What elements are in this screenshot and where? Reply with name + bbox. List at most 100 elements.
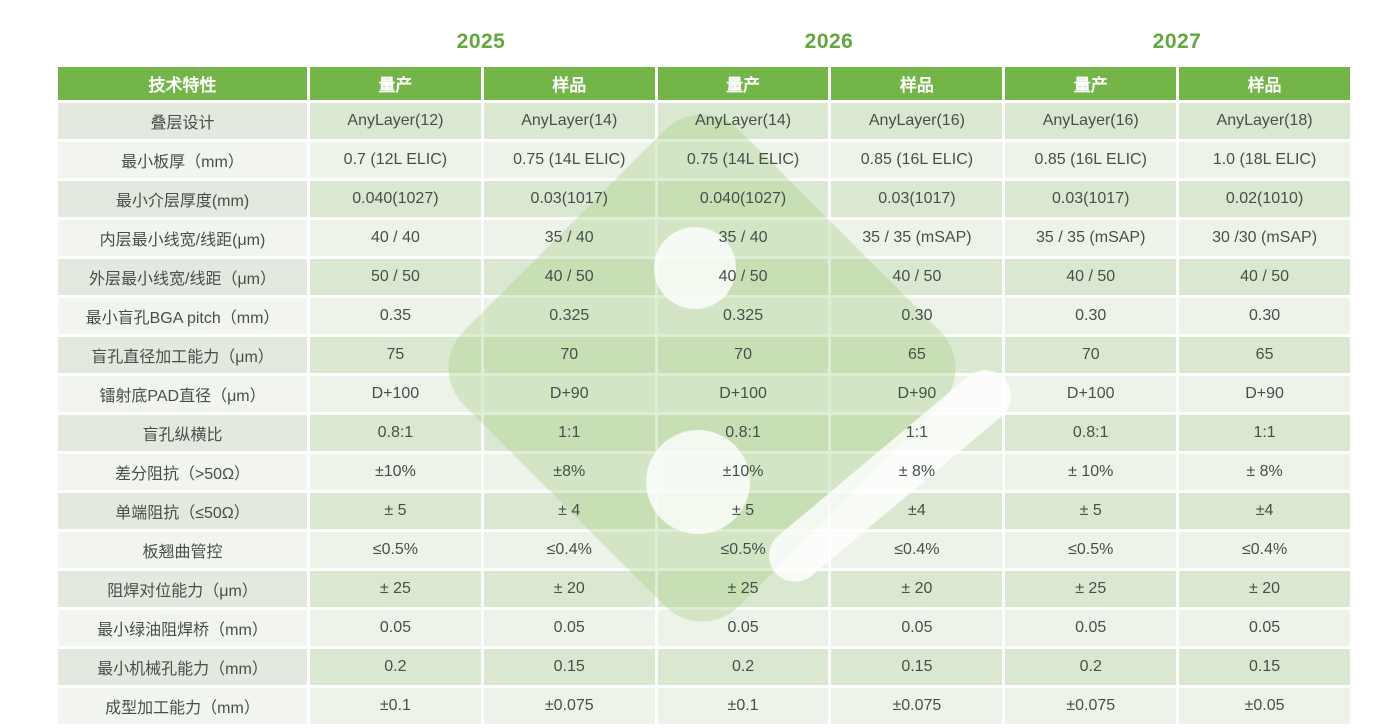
value-cell: 1:1 [831, 415, 1003, 451]
value-cell: ± 20 [831, 571, 1003, 607]
table-row: 单端阻抗（≤50Ω） ± 5 ± 4 ± 5 ±4 ± 5 ±4 [58, 493, 1350, 529]
table-row: 最小机械孔能力（mm） 0.2 0.15 0.2 0.15 0.2 0.15 [58, 649, 1350, 685]
row-label: 阻焊对位能力（μm） [58, 571, 307, 607]
value-cell: AnyLayer(14) [657, 103, 829, 139]
value-cell: 0.15 [831, 649, 1003, 685]
value-cell: ≤0.4% [483, 532, 655, 568]
value-cell: ± 5 [657, 493, 829, 529]
value-cell: 0.05 [657, 610, 829, 646]
value-cell: 0.040(1027) [657, 181, 829, 217]
value-cell: ±10% [657, 454, 829, 490]
table-header-row: 技术特性 量产 样品 量产 样品 量产 样品 [58, 67, 1350, 100]
value-cell: 0.15 [483, 649, 655, 685]
value-cell: ±0.1 [657, 688, 829, 724]
value-cell: ≤0.4% [831, 532, 1003, 568]
year-label-2025: 2025 [456, 30, 506, 53]
row-label: 最小机械孔能力（mm） [58, 649, 307, 685]
value-cell: ± 8% [831, 454, 1003, 490]
value-cell: 0.03(1017) [831, 181, 1003, 217]
value-cell: 40 / 50 [483, 259, 655, 295]
table-row: 最小介层厚度(mm) 0.040(1027) 0.03(1017) 0.040(102… [58, 181, 1350, 217]
value-cell: 75 [310, 337, 481, 373]
header-2026-mass-production: 量产 [657, 67, 829, 100]
value-cell: 50 / 50 [310, 259, 481, 295]
value-cell: 40 / 50 [831, 259, 1003, 295]
row-label: 盲孔直径加工能力（μm） [58, 337, 307, 373]
table-row: 叠层设计 AnyLayer(12) AnyLayer(14) AnyLayer(14)… [58, 103, 1350, 139]
value-cell: 65 [1179, 337, 1350, 373]
value-cell: ± 5 [310, 493, 481, 529]
value-cell: 0.30 [1179, 298, 1350, 334]
value-cell: 70 [1005, 337, 1177, 373]
header-2025-sample: 样品 [483, 67, 655, 100]
row-label: 最小板厚（mm） [58, 142, 307, 178]
value-cell: 1:1 [1179, 415, 1350, 451]
value-cell: ±4 [831, 493, 1003, 529]
value-cell: 65 [831, 337, 1003, 373]
row-label: 差分阻抗（>50Ω） [58, 454, 307, 490]
value-cell: D+100 [310, 376, 481, 412]
value-cell: ≤0.4% [1179, 532, 1350, 568]
value-cell: 0.85 (16L ELIC) [1005, 142, 1177, 178]
value-cell: 0.8:1 [657, 415, 829, 451]
year-label-2027: 2027 [1152, 30, 1202, 53]
value-cell: D+100 [657, 376, 829, 412]
value-cell: 0.05 [1005, 610, 1177, 646]
table-row: 镭射底PAD直径（μm） D+100 D+90 D+100 D+90 D+100 D+90 [58, 376, 1350, 412]
header-2027-sample: 样品 [1179, 67, 1350, 100]
spec-table-body: 叠层设计 AnyLayer(12) AnyLayer(14) AnyLayer(14)… [58, 103, 1350, 724]
value-cell: ± 25 [310, 571, 481, 607]
value-cell: 0.325 [483, 298, 655, 334]
value-cell: 35 / 35 (mSAP) [1005, 220, 1177, 256]
row-label: 叠层设计 [58, 103, 307, 139]
header-2027-mass-production: 量产 [1005, 67, 1177, 100]
value-cell: 0.7 (12L ELIC) [310, 142, 481, 178]
technology-spec-table: 技术特性 量产 样品 量产 样品 量产 样品 叠层设计 AnyLayer(12) A… [55, 64, 1353, 727]
value-cell: ± 25 [657, 571, 829, 607]
value-cell: 0.35 [310, 298, 481, 334]
row-label: 镭射底PAD直径（μm） [58, 376, 307, 412]
value-cell: ±0.1 [310, 688, 481, 724]
value-cell: ±10% [310, 454, 481, 490]
value-cell: D+90 [831, 376, 1003, 412]
value-cell: 0.15 [1179, 649, 1350, 685]
table-row: 最小绿油阻焊桥（mm） 0.05 0.05 0.05 0.05 0.05 0.05 [58, 610, 1350, 646]
value-cell: 0.05 [831, 610, 1003, 646]
value-cell: 1.0 (18L ELIC) [1179, 142, 1350, 178]
table-row: 盲孔纵横比 0.8:1 1:1 0.8:1 1:1 0.8:1 1:1 [58, 415, 1350, 451]
value-cell: 30 /30 (mSAP) [1179, 220, 1350, 256]
value-cell: 0.040(1027) [310, 181, 481, 217]
header-2026-sample: 样品 [831, 67, 1003, 100]
value-cell: 0.8:1 [1005, 415, 1177, 451]
table-row: 差分阻抗（>50Ω） ±10% ±8% ±10% ± 8% ± 10% ± 8% [58, 454, 1350, 490]
row-label: 最小介层厚度(mm) [58, 181, 307, 217]
value-cell: 0.03(1017) [483, 181, 655, 217]
value-cell: ± 20 [1179, 571, 1350, 607]
value-cell: AnyLayer(18) [1179, 103, 1350, 139]
table-row: 内层最小线宽/线距(μm) 40 / 40 35 / 40 35 / 40 35 / 3… [58, 220, 1350, 256]
value-cell: 0.03(1017) [1005, 181, 1177, 217]
row-label: 内层最小线宽/线距(μm) [58, 220, 307, 256]
value-cell: ±0.05 [1179, 688, 1350, 724]
value-cell: 35 / 40 [657, 220, 829, 256]
value-cell: ± 10% [1005, 454, 1177, 490]
table-row: 阻焊对位能力（μm） ± 25 ± 20 ± 25 ± 20 ± 25 ± 20 [58, 571, 1350, 607]
row-label: 盲孔纵横比 [58, 415, 307, 451]
value-cell: 35 / 40 [483, 220, 655, 256]
table-row: 成型加工能力（mm） ±0.1 ±0.075 ±0.1 ±0.075 ±0.075 ±0.0… [58, 688, 1350, 724]
value-cell: ≤0.5% [310, 532, 481, 568]
value-cell: 70 [657, 337, 829, 373]
value-cell: ±0.075 [1005, 688, 1177, 724]
value-cell: AnyLayer(16) [1005, 103, 1177, 139]
row-label: 成型加工能力（mm） [58, 688, 307, 724]
value-cell: 0.30 [831, 298, 1003, 334]
year-label-2026: 2026 [804, 30, 854, 53]
value-cell: 0.2 [657, 649, 829, 685]
value-cell: D+90 [1179, 376, 1350, 412]
value-cell: 0.05 [310, 610, 481, 646]
year-header-row: 2025 2026 2027 [307, 30, 1351, 54]
value-cell: ±4 [1179, 493, 1350, 529]
value-cell: AnyLayer(16) [831, 103, 1003, 139]
value-cell: 0.05 [483, 610, 655, 646]
